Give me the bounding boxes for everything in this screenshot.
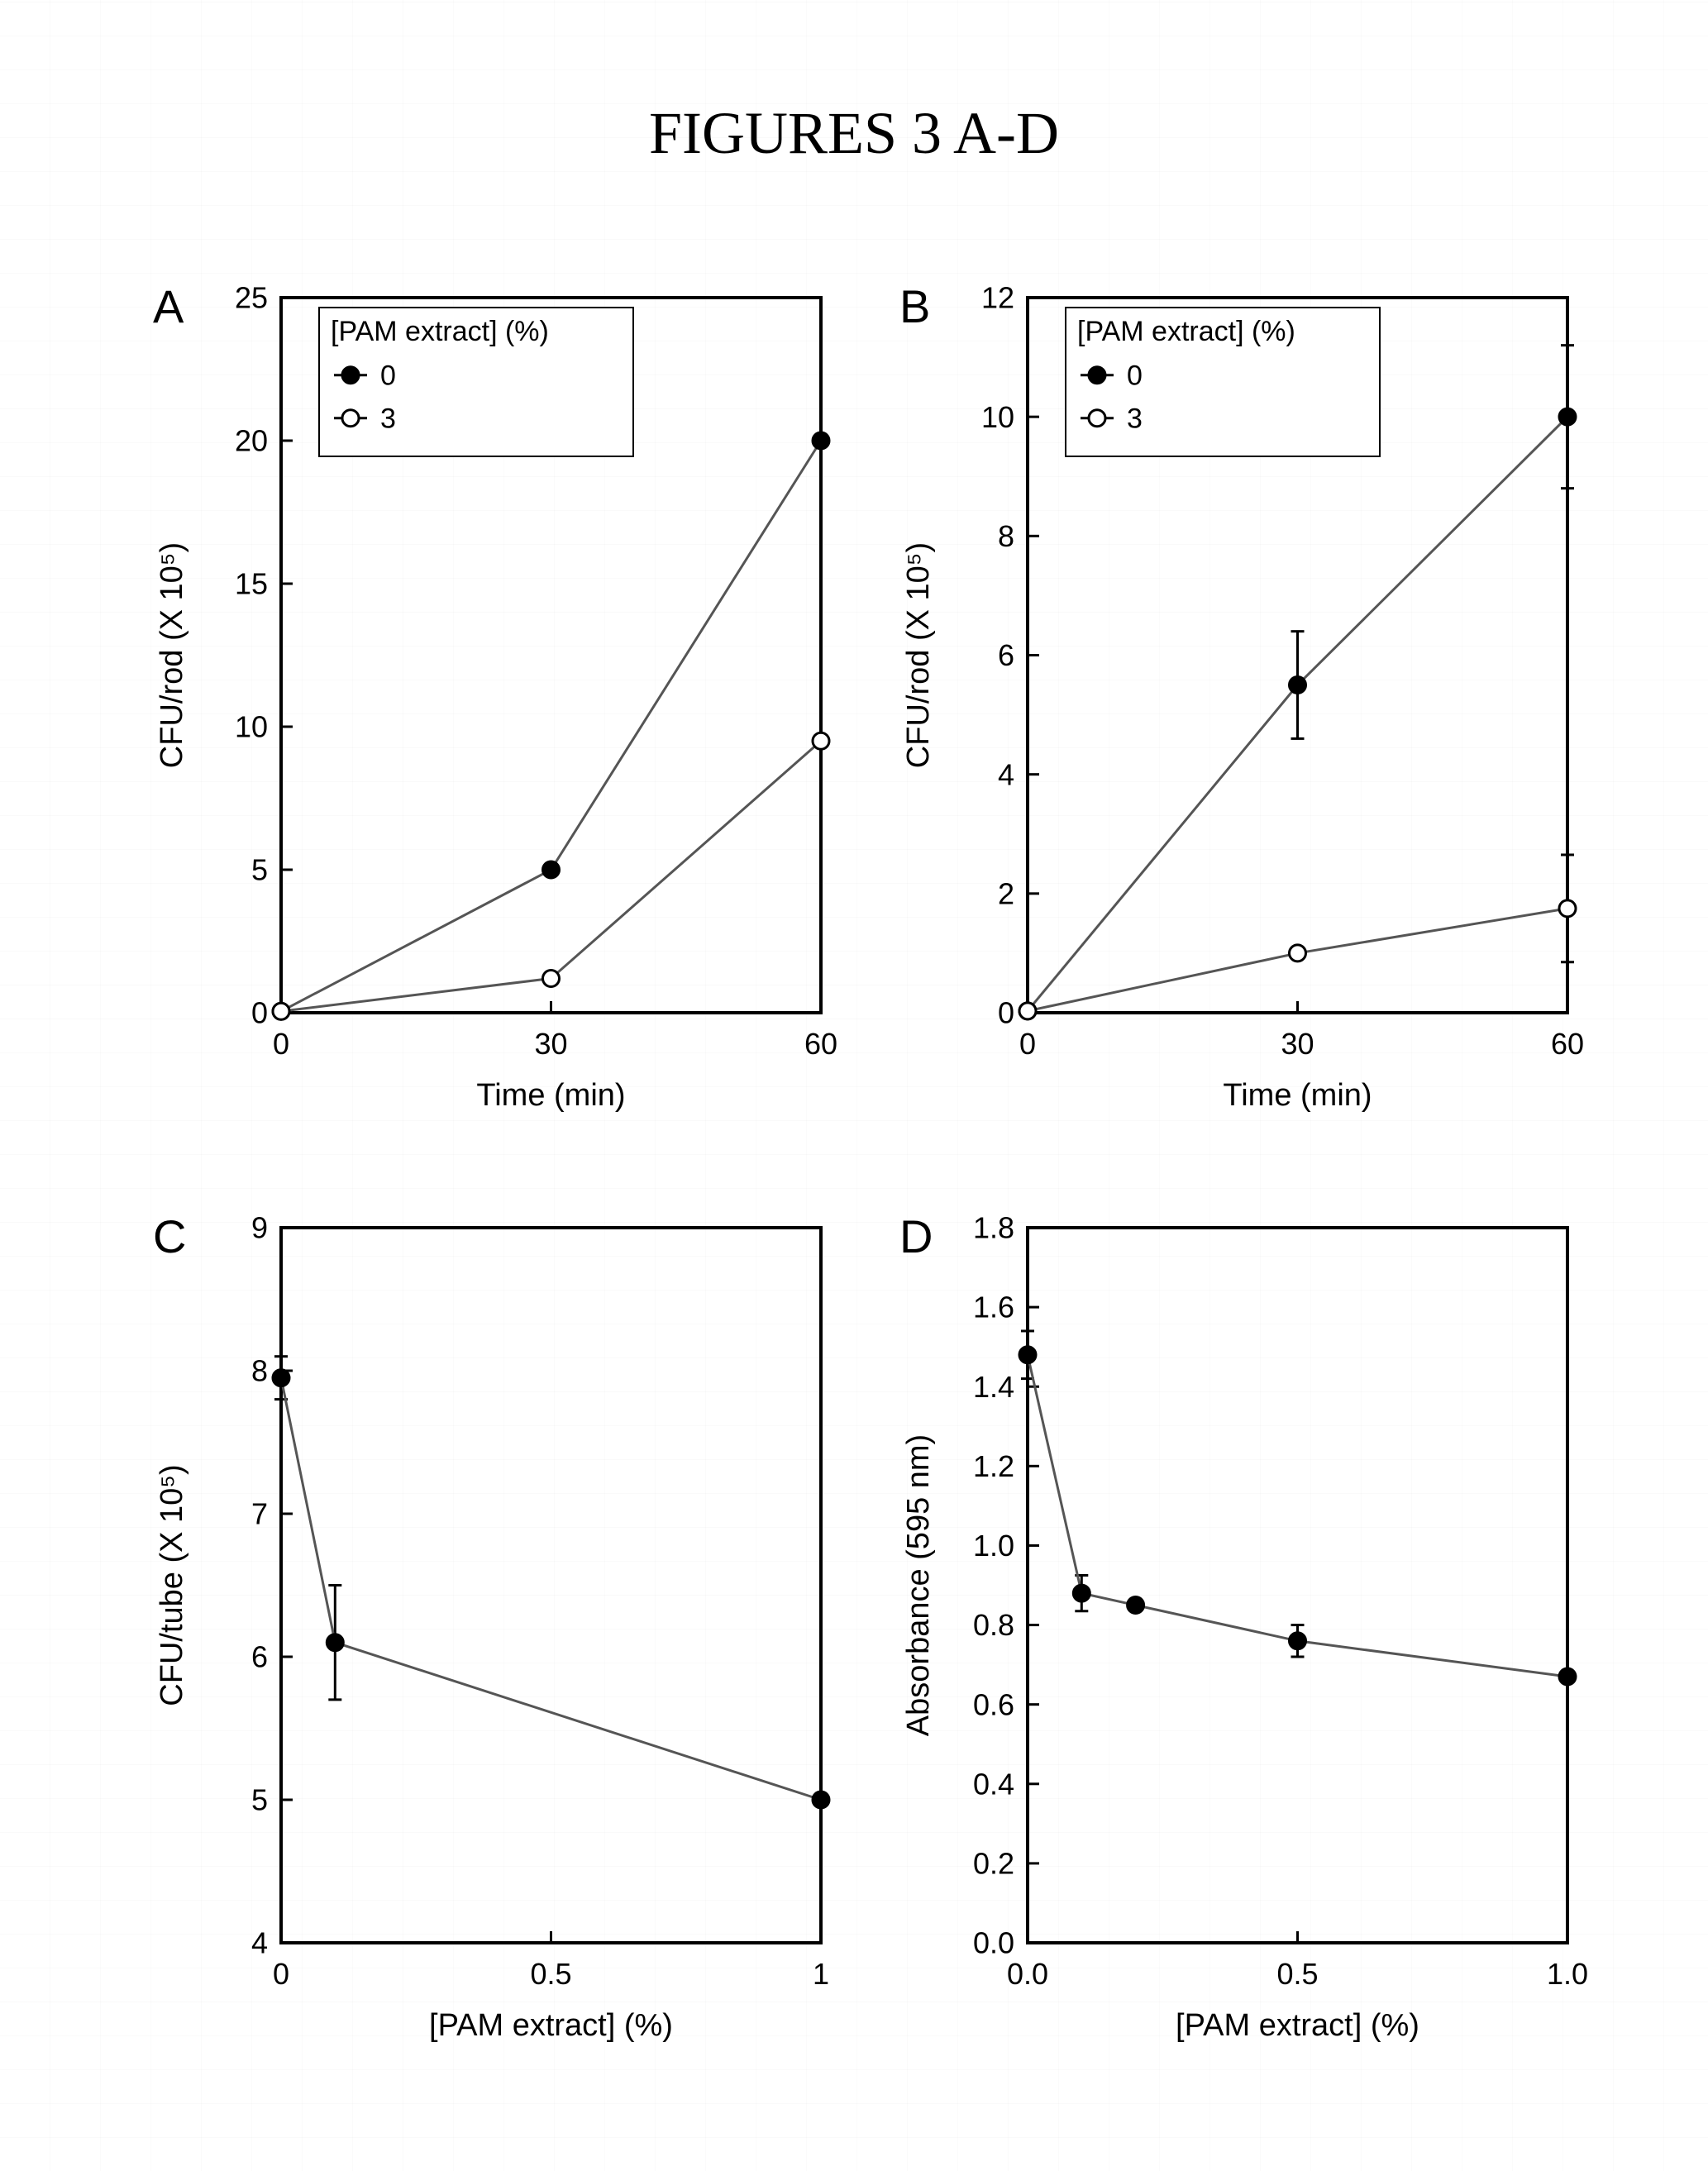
legend-item-label: 3 — [380, 403, 396, 435]
figure-title: FIGURES 3 A-D — [0, 99, 1708, 168]
panel-label: C — [153, 1210, 186, 1262]
y-tick-label: 15 — [235, 567, 268, 601]
axis-box — [281, 1228, 821, 1943]
legend-item-label: 0 — [380, 360, 396, 392]
marker-filled — [543, 861, 560, 878]
marker-open — [1019, 1003, 1036, 1019]
y-tick-label: 0.2 — [973, 1846, 1014, 1880]
y-tick-label: 1.4 — [973, 1370, 1014, 1404]
marker-filled — [1559, 1668, 1576, 1685]
axis-box — [1028, 1228, 1567, 1943]
y-tick-label: 25 — [235, 281, 268, 315]
legend-marker-open-icon — [342, 410, 359, 427]
x-tick-label: 0 — [273, 1027, 289, 1061]
panel-b: 03060024681012Time (min)CFU/rod (X 10⁵)B… — [862, 265, 1592, 1153]
panel-d: 0.0 0.5 1.0 0.0 0.2 0.4 0.6 0.8 1.0 1.2 1.4 1.6 1.8 [… — [862, 1195, 1592, 2083]
x-tick-label: 0 — [273, 1957, 289, 1991]
legend-item-label: 0 — [1127, 360, 1143, 392]
y-axis-title: Absorbance (595 nm) — [901, 1434, 936, 1736]
marker-filled — [1019, 1347, 1036, 1363]
marker-filled — [1073, 1585, 1090, 1601]
x-tick-label: 30 — [1281, 1027, 1314, 1061]
marker-open — [273, 1003, 289, 1019]
x-tick-label: 0 — [1019, 1027, 1036, 1061]
figure-page: FIGURES 3 A-D 030600510152025Time (min)C… — [0, 0, 1708, 2171]
marker-filled — [1290, 677, 1306, 694]
x-tick-label: 60 — [1551, 1027, 1584, 1061]
y-tick-label: 0.0 — [973, 1926, 1014, 1960]
panel-c: 0 0.5 1 4 5 6 7 8 9 [PAM extract] (%) CFU/tube (X … — [116, 1195, 846, 2083]
x-axis-title: [PAM extract] (%) — [1176, 2008, 1419, 2043]
y-tick-label: 0 — [998, 996, 1014, 1030]
y-axis-title: CFU/rod (X 10⁵) — [155, 542, 189, 768]
legend-item-label: 3 — [1127, 403, 1143, 435]
y-tick-label: 10 — [981, 400, 1014, 434]
panel-a: 030600510152025Time (min)CFU/rod (X 10⁵)… — [116, 265, 846, 1153]
x-axis-title: Time (min) — [476, 1078, 625, 1113]
x-tick-label: 30 — [534, 1027, 567, 1061]
x-tick-label: 60 — [804, 1027, 837, 1061]
chart-a: 030600510152025Time (min)CFU/rod (X 10⁵)… — [116, 265, 846, 1153]
x-tick-label: 0.5 — [1276, 1957, 1318, 1991]
y-tick-label: 6 — [998, 638, 1014, 672]
chart-c: 0 0.5 1 4 5 6 7 8 9 [PAM extract] (%) CFU/tube (X … — [116, 1195, 846, 2083]
y-axis-title: CFU/tube (X 10⁵) — [155, 1464, 189, 1706]
y-tick-label: 4 — [251, 1926, 268, 1960]
x-axis-title: Time (min) — [1223, 1078, 1372, 1113]
marker-filled — [813, 432, 829, 449]
y-tick-label: 12 — [981, 281, 1014, 315]
y-tick-label: 1.2 — [973, 1449, 1014, 1483]
y-tick-label: 1.8 — [973, 1211, 1014, 1245]
x-tick-label: 1 — [813, 1957, 829, 1991]
y-tick-label: 4 — [998, 757, 1014, 791]
series-line — [281, 1378, 821, 1800]
y-tick-label: 6 — [251, 1640, 268, 1674]
marker-filled — [327, 1634, 343, 1651]
marker-filled — [813, 1792, 829, 1808]
panel-label: B — [899, 280, 930, 332]
x-axis-title: [PAM extract] (%) — [429, 2008, 673, 2043]
x-tick-label: 0.0 — [1007, 1957, 1048, 1991]
y-tick-label: 0.4 — [973, 1767, 1014, 1801]
y-tick-label: 8 — [998, 519, 1014, 553]
marker-open — [1290, 945, 1306, 961]
y-tick-label: 7 — [251, 1497, 268, 1531]
marker-filled — [1128, 1597, 1144, 1614]
marker-open — [1559, 900, 1576, 917]
x-tick-label: 0.5 — [530, 1957, 571, 1991]
y-tick-label: 10 — [235, 710, 268, 744]
legend-title: [PAM extract] (%) — [331, 316, 549, 347]
legend-marker-filled-icon — [342, 367, 359, 384]
chart-d: 0.0 0.5 1.0 0.0 0.2 0.4 0.6 0.8 1.0 1.2 1.4 1.6 1.8 [… — [862, 1195, 1592, 2083]
panel-label: A — [153, 280, 184, 332]
legend-marker-filled-icon — [1089, 367, 1105, 384]
legend-marker-open-icon — [1089, 410, 1105, 427]
y-tick-label: 1.0 — [973, 1529, 1014, 1563]
y-tick-label: 0 — [251, 996, 268, 1030]
y-tick-label: 0.8 — [973, 1608, 1014, 1642]
y-tick-label: 1.6 — [973, 1291, 1014, 1324]
x-tick-label: 1.0 — [1547, 1957, 1588, 1991]
marker-open — [543, 970, 560, 986]
y-tick-label: 0.6 — [973, 1687, 1014, 1721]
y-tick-label: 5 — [251, 1783, 268, 1817]
chart-b: 03060024681012Time (min)CFU/rod (X 10⁵)B… — [862, 265, 1592, 1153]
y-tick-label: 9 — [251, 1211, 268, 1245]
y-axis-title: CFU/rod (X 10⁵) — [901, 542, 936, 768]
y-tick-label: 20 — [235, 424, 268, 458]
marker-open — [813, 732, 829, 749]
marker-filled — [273, 1370, 289, 1386]
series-line — [281, 441, 821, 1011]
panel-grid: 030600510152025Time (min)CFU/rod (X 10⁵)… — [116, 265, 1592, 2083]
y-tick-label: 8 — [251, 1354, 268, 1388]
legend-title: [PAM extract] (%) — [1077, 316, 1295, 347]
marker-filled — [1290, 1633, 1306, 1649]
y-tick-label: 2 — [998, 876, 1014, 910]
marker-filled — [1559, 408, 1576, 425]
y-tick-label: 5 — [251, 853, 268, 887]
panel-label: D — [899, 1210, 933, 1262]
